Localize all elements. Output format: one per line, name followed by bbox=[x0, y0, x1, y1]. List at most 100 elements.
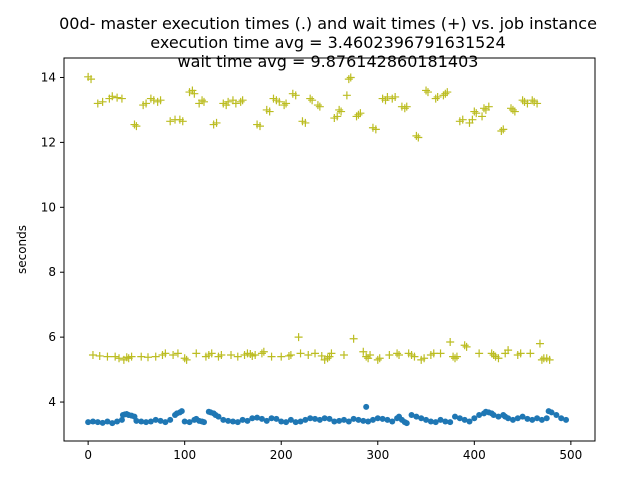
execution-time-point bbox=[418, 415, 425, 422]
execution-time-point bbox=[167, 416, 174, 423]
wait-time-point bbox=[190, 89, 199, 98]
y-axis-label: seconds bbox=[15, 225, 29, 274]
execution-time-point bbox=[505, 415, 512, 422]
wait-time-point bbox=[323, 354, 332, 363]
wait-time-point bbox=[535, 339, 544, 348]
wait-time-point bbox=[149, 96, 158, 105]
wait-time-point bbox=[246, 350, 255, 359]
wait-time-point bbox=[395, 350, 404, 359]
execution-time-point bbox=[548, 409, 555, 416]
wait-time-point bbox=[117, 94, 126, 103]
execution-time-point bbox=[432, 419, 439, 426]
wait-time-point bbox=[306, 94, 315, 103]
wait-time-point bbox=[286, 350, 295, 359]
execution-time-point bbox=[263, 417, 270, 424]
wait-time-point bbox=[151, 352, 160, 361]
execution-time-point bbox=[225, 417, 232, 424]
execution-time-point bbox=[268, 415, 275, 422]
execution-time-point bbox=[519, 413, 526, 420]
execution-time-point bbox=[543, 415, 550, 422]
wait-time-point bbox=[383, 92, 392, 101]
execution-time-point bbox=[181, 418, 188, 425]
execution-time-point bbox=[452, 413, 459, 420]
wait-time-point bbox=[231, 99, 240, 108]
x-tick-label: 200 bbox=[270, 448, 293, 462]
wait-time-point bbox=[199, 97, 208, 106]
wait-time-point bbox=[475, 349, 484, 358]
execution-time-point bbox=[258, 415, 265, 422]
wait-time-point bbox=[265, 107, 274, 116]
wait-time-point bbox=[308, 96, 317, 105]
execution-time-point bbox=[374, 415, 381, 422]
wait-time-point bbox=[143, 353, 152, 362]
execution-time-point bbox=[133, 417, 140, 424]
y-tick-label: 4 bbox=[48, 395, 56, 409]
execution-time-point bbox=[186, 419, 193, 426]
wait-time-point bbox=[142, 99, 151, 108]
wait-time-point bbox=[103, 352, 112, 361]
execution-time-point bbox=[379, 415, 386, 422]
wait-time-point bbox=[132, 122, 141, 131]
execution-time-point bbox=[524, 415, 531, 422]
execution-time-point bbox=[456, 415, 463, 422]
wait-time-point bbox=[373, 355, 382, 364]
wait-time-point bbox=[115, 354, 124, 363]
wait-time-point bbox=[212, 118, 221, 127]
execution-time-point bbox=[215, 413, 222, 420]
y-axis: 4 6 8 10 12 14 bbox=[41, 70, 64, 409]
execution-time-point bbox=[553, 412, 560, 419]
execution-time-point bbox=[509, 416, 516, 423]
wait-time-point bbox=[441, 89, 450, 98]
wait-time-point bbox=[294, 333, 303, 342]
execution-time-point bbox=[143, 419, 150, 426]
wait-time-point bbox=[431, 94, 440, 103]
y-tick-label: 8 bbox=[48, 265, 56, 279]
execution-time-point bbox=[109, 420, 116, 427]
chart-title-line: execution time avg = 3.4602396791631524 bbox=[150, 33, 505, 52]
wait-time-point bbox=[122, 353, 131, 362]
wait-time-point bbox=[462, 342, 471, 351]
wait-time-point bbox=[484, 102, 493, 111]
execution-time-point bbox=[534, 415, 541, 422]
wait-time-point bbox=[238, 96, 247, 105]
wait-time-point bbox=[504, 346, 513, 355]
execution-time-point bbox=[278, 418, 285, 425]
wait-time-point bbox=[422, 86, 431, 95]
execution-time-point bbox=[104, 418, 111, 425]
wait-time-point bbox=[233, 352, 242, 361]
wait-time-point bbox=[311, 349, 320, 358]
wait-time-point bbox=[362, 352, 371, 361]
wait-time-point bbox=[346, 73, 355, 82]
wait-time-point bbox=[354, 110, 363, 119]
execution-time-point bbox=[403, 420, 410, 427]
execution-time-point bbox=[447, 419, 454, 426]
execution-time-point bbox=[369, 416, 376, 423]
wait-time-point bbox=[113, 93, 122, 102]
execution-time-point bbox=[292, 419, 299, 426]
wait-time-point bbox=[443, 88, 452, 97]
wait-time-point bbox=[528, 96, 537, 105]
execution-time-point bbox=[336, 417, 343, 424]
wait-time-point bbox=[499, 125, 508, 134]
wait-time-point bbox=[304, 350, 313, 359]
wait-time-point bbox=[224, 97, 233, 106]
wait-time-point bbox=[510, 107, 519, 116]
execution-time-point bbox=[316, 416, 323, 423]
execution-time-point bbox=[558, 415, 565, 422]
execution-time-point bbox=[157, 417, 164, 424]
wait-time-point bbox=[508, 105, 517, 114]
x-tick-label: 0 bbox=[84, 448, 92, 462]
wait-time-point bbox=[267, 352, 276, 361]
wait-time-point bbox=[251, 350, 260, 359]
wait-time-point bbox=[182, 355, 191, 364]
wait-time-point bbox=[526, 349, 535, 358]
wait-time-point bbox=[414, 133, 423, 142]
wait-time-point bbox=[192, 349, 201, 358]
wait-time-point bbox=[451, 354, 460, 363]
execution-time-point bbox=[476, 412, 483, 419]
y-tick-label: 6 bbox=[48, 330, 56, 344]
wait-time-point bbox=[88, 350, 97, 359]
execution-time-point bbox=[283, 419, 290, 426]
execution-time-point bbox=[244, 417, 251, 424]
execution-time-point bbox=[331, 418, 338, 425]
